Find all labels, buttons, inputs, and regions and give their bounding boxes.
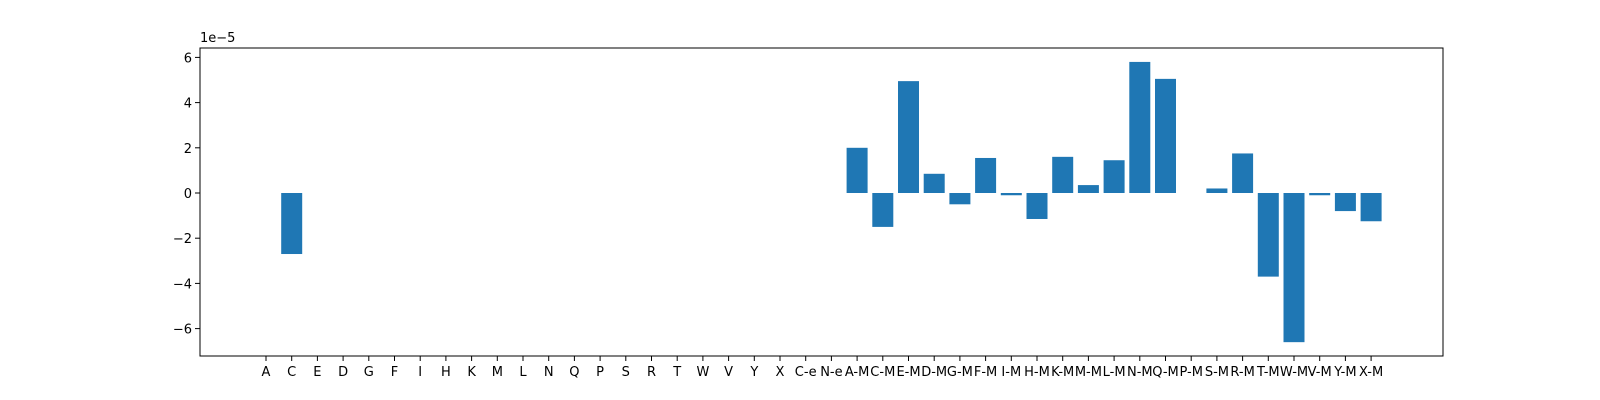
bar-w-m	[1283, 193, 1305, 343]
bar-g-m	[949, 193, 971, 205]
x-tick-label: Y	[749, 365, 758, 380]
x-tick-label: L	[519, 365, 527, 380]
x-tick-label: A-M	[845, 365, 870, 380]
x-tick-label: R	[647, 365, 656, 380]
x-tick-label: I-M	[1001, 365, 1021, 380]
x-tick-label: K-M	[1051, 365, 1074, 380]
x-tick-label: Y-M	[1333, 365, 1356, 380]
x-tick-label: M-M	[1075, 365, 1102, 380]
x-tick-label: G-M	[947, 365, 973, 380]
bar-n-m	[1129, 61, 1151, 193]
x-tick-label: Q-M	[1152, 365, 1179, 380]
x-tick-label: P-M	[1179, 365, 1202, 380]
x-tick-label: G	[364, 365, 374, 380]
x-tick-label: E	[313, 365, 321, 380]
bar-c	[281, 193, 303, 255]
bar-c-m	[872, 193, 894, 227]
x-tick-label: X-M	[1359, 365, 1383, 380]
x-tick-label: E-M	[896, 365, 920, 380]
bar-q-m	[1155, 78, 1176, 193]
x-tick-label: N-e	[820, 365, 842, 380]
y-tick-label: 4	[184, 97, 192, 112]
x-tick-label: C	[287, 365, 296, 380]
y-tick-label: −6	[173, 323, 192, 338]
x-tick-label: W-M	[1280, 365, 1308, 380]
x-tick-label: D-M	[921, 365, 947, 380]
y-tick-label: 6	[184, 51, 192, 66]
x-tick-label: D	[338, 365, 348, 380]
bar-f-m	[975, 157, 997, 193]
bar-y-m	[1334, 193, 1356, 212]
x-tick-label: F-M	[974, 365, 997, 380]
bar-v-m	[1309, 193, 1331, 196]
bars-group	[281, 61, 1382, 343]
x-tick-label: L-M	[1103, 365, 1126, 380]
bar-x-m	[1360, 193, 1382, 222]
y-tick-label: −2	[173, 232, 192, 247]
x-tick-label: Q	[569, 365, 579, 380]
y-tick-label: −4	[173, 277, 192, 292]
x-tick-label: V-M	[1308, 365, 1332, 380]
bar-e-m	[898, 81, 919, 193]
bar-a-m	[846, 147, 868, 193]
x-tick-label: N	[544, 365, 554, 380]
x-tick-label: H-M	[1024, 365, 1050, 380]
x-tick-label: R-M	[1230, 365, 1254, 380]
x-tick-label: S	[622, 365, 630, 380]
x-axis: A C E D G F I H K M L N Q P S R T W V Y X C-e N-e A-M C-M E-M D-M G…	[262, 356, 1383, 380]
bar-l-m	[1103, 160, 1125, 193]
x-tick-label: T-M	[1256, 365, 1280, 380]
bar-m-m	[1077, 185, 1099, 193]
x-tick-label: K	[467, 365, 476, 380]
bar-h-m	[1026, 193, 1048, 219]
x-tick-label: M	[492, 365, 503, 380]
x-tick-label: V	[724, 365, 733, 380]
bar-i-m	[1000, 193, 1022, 196]
y-offset-label: 1e−5	[200, 31, 235, 46]
x-tick-label: A	[262, 365, 271, 380]
x-tick-label: W	[696, 365, 709, 380]
bar-r-m	[1232, 153, 1254, 193]
bar-s-m	[1206, 188, 1228, 193]
x-tick-label: P	[596, 365, 604, 380]
plot-frame	[199, 47, 1444, 357]
x-tick-label: C-M	[870, 365, 895, 380]
x-tick-label: N-M	[1127, 365, 1153, 380]
x-tick-label: H	[441, 365, 451, 380]
y-tick-label: 2	[184, 142, 192, 157]
y-tick-label: 0	[184, 187, 192, 202]
x-tick-label: X	[776, 365, 785, 380]
bar-k-m	[1052, 156, 1074, 193]
x-tick-label: S-M	[1205, 365, 1229, 380]
x-tick-label: T	[672, 365, 681, 380]
y-axis: −6 −4 −2 0 2 4 6	[173, 51, 200, 338]
bar-t-m	[1257, 193, 1279, 277]
x-tick-label: C-e	[795, 365, 817, 380]
x-tick-label: I	[418, 365, 422, 380]
bar-d-m	[923, 173, 945, 193]
x-tick-label: F	[391, 365, 398, 380]
